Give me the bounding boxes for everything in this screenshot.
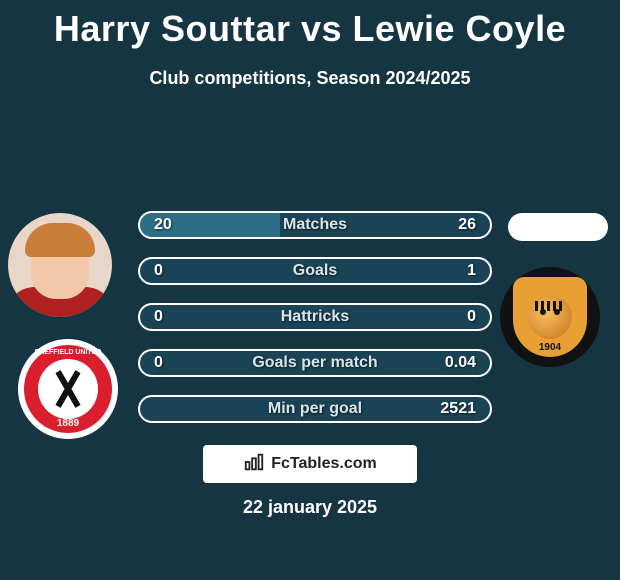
snapshot-date: 22 january 2025 <box>0 497 620 518</box>
club-right-year: 1904 <box>539 342 561 353</box>
source-text: FcTables.com <box>271 455 377 473</box>
stat-bar: 20Matches26 <box>138 211 492 239</box>
stat-label: Matches <box>214 216 416 234</box>
source-badge[interactable]: FcTables.com <box>203 445 417 483</box>
stat-value-right: 1 <box>416 262 476 280</box>
stat-value-left: 0 <box>154 354 214 372</box>
stat-bar: 0Goals per match0.04 <box>138 349 492 377</box>
club-left-year: 1889 <box>24 418 112 429</box>
stat-bar: Min per goal2521 <box>138 395 492 423</box>
stat-value-left: 20 <box>154 216 214 234</box>
comparison-subtitle: Club competitions, Season 2024/2025 <box>0 68 620 89</box>
stat-value-right: 0.04 <box>416 354 476 372</box>
player-right-club-badge: 1904 <box>500 267 600 367</box>
player-left-avatar <box>8 213 112 317</box>
stat-bar: 0Goals1 <box>138 257 492 285</box>
club-left-name: SHEFFIELD UNITED <box>24 349 112 356</box>
stats-bars: 20Matches260Goals10Hattricks00Goals per … <box>138 211 492 441</box>
stat-label: Goals per match <box>214 354 416 372</box>
comparison-title: Harry Souttar vs Lewie Coyle <box>0 0 620 50</box>
stat-value-right: 0 <box>416 308 476 326</box>
stat-value-left: 0 <box>154 262 214 280</box>
stat-value-right: 26 <box>416 216 476 234</box>
stat-value-left: 0 <box>154 308 214 326</box>
stat-label: Min per goal <box>214 400 416 418</box>
player-left-club-badge: SHEFFIELD UNITED 1889 <box>18 339 118 439</box>
stat-label: Hattricks <box>214 308 416 326</box>
stat-label: Goals <box>214 262 416 280</box>
chart-icon <box>243 451 265 478</box>
player-right-avatar <box>508 213 608 241</box>
stat-bar: 0Hattricks0 <box>138 303 492 331</box>
stat-value-right: 2521 <box>416 400 476 418</box>
